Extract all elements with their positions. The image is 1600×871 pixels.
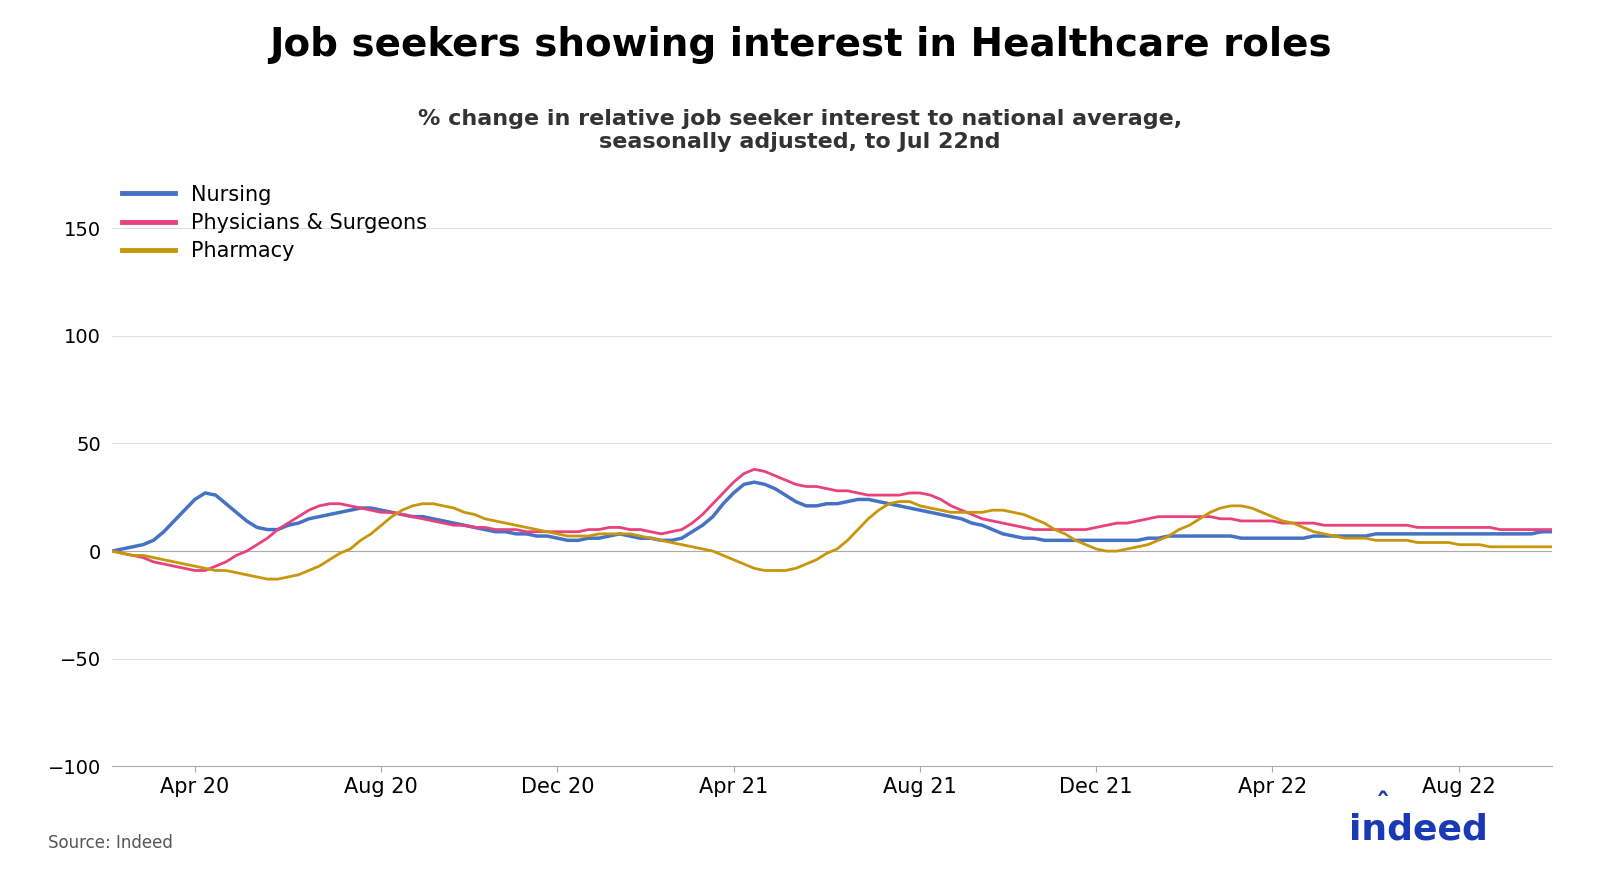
Legend: Nursing, Physicians & Surgeons, Pharmacy: Nursing, Physicians & Surgeons, Pharmacy: [123, 185, 427, 261]
Text: % change in relative job seeker interest to national average,
seasonally adjuste: % change in relative job seeker interest…: [418, 109, 1182, 152]
Text: Job seekers showing interest in Healthcare roles: Job seekers showing interest in Healthca…: [269, 26, 1331, 64]
Text: Source: Indeed: Source: Indeed: [48, 834, 173, 852]
Text: indeed: indeed: [1349, 813, 1488, 847]
